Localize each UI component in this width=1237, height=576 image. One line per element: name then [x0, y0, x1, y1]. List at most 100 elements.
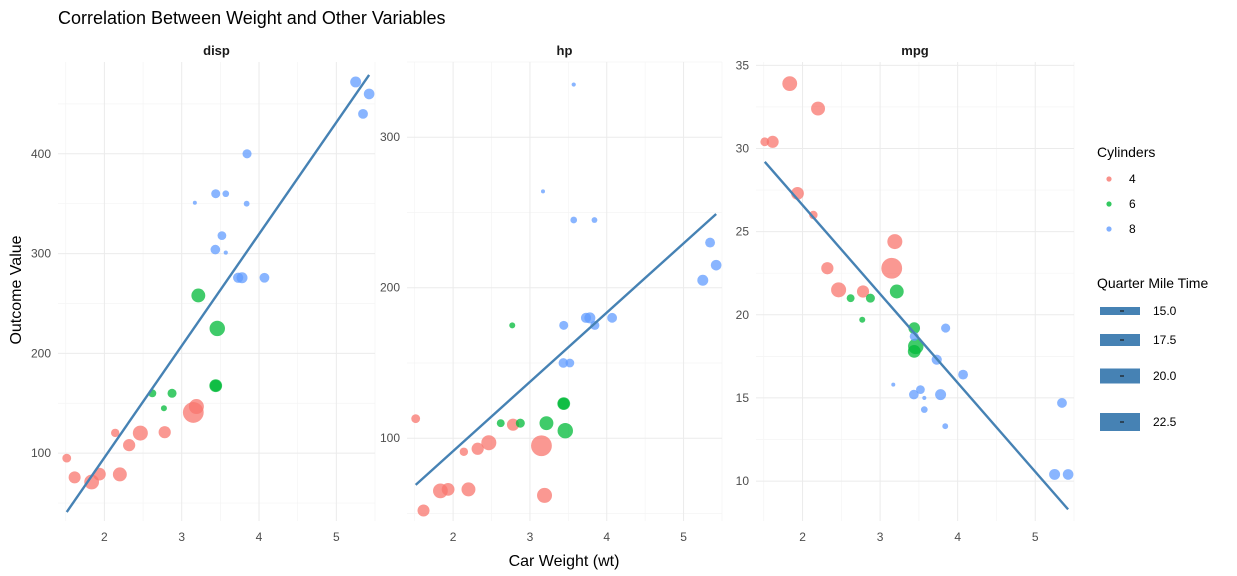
data-point	[461, 482, 476, 497]
y-tick-label: 200	[380, 281, 400, 295]
y-tick-label: 100	[380, 431, 400, 445]
data-point	[459, 447, 469, 456]
data-point	[537, 487, 553, 503]
facet-strip-label: disp	[203, 43, 230, 58]
data-point	[539, 416, 554, 431]
data-point	[191, 288, 206, 303]
y-tick-label: 300	[31, 247, 51, 261]
x-tick-label: 2	[799, 530, 806, 544]
data-point	[217, 231, 227, 240]
facet-panel-mpg: 2 3 4 5 10 15 20 25 30 35 mpg	[736, 43, 1075, 544]
data-point	[471, 442, 484, 455]
data-point	[192, 200, 197, 205]
data-point	[112, 467, 127, 482]
x-tick-label: 2	[101, 530, 108, 544]
data-point	[865, 293, 875, 303]
x-tick-label: 5	[680, 530, 687, 544]
y-tick-label: 400	[31, 147, 51, 161]
data-point	[1062, 469, 1074, 480]
data-point	[167, 388, 177, 398]
data-point	[558, 358, 569, 368]
x-tick-label: 3	[527, 530, 534, 544]
data-point	[887, 234, 903, 250]
x-tick-label: 4	[954, 530, 961, 544]
data-point	[1049, 468, 1061, 480]
data-point	[68, 471, 81, 484]
facet-strip-label: mpg	[901, 43, 929, 58]
data-point	[705, 237, 716, 248]
trend-line	[65, 74, 371, 513]
legend-key-cyl-6	[1106, 201, 1112, 207]
y-tick-label: 20	[736, 308, 750, 322]
data-point	[363, 88, 375, 100]
data-point	[158, 426, 171, 439]
legend: Cylinders 4 6 8 Quarter Mile Time 15.0 17.5…	[1097, 144, 1208, 431]
data-point	[941, 323, 951, 333]
trend-line	[414, 213, 717, 486]
data-point	[565, 358, 575, 368]
facet-panels: 2 3 4 5 100 200 300 400 disp 2 3 4 5 100 200 300 hp 2 3 4 5 1…	[31, 43, 1075, 544]
x-tick-label: 5	[1032, 530, 1039, 544]
grid-lines	[756, 62, 1075, 521]
size-legend-label: 17.5	[1153, 333, 1177, 347]
data-point	[782, 76, 798, 92]
legend-key-cyl-4	[1106, 176, 1112, 182]
facet-strip-label: hp	[557, 43, 573, 58]
data-point	[889, 284, 904, 299]
data-point	[209, 379, 222, 392]
y-axis-title: Outcome Value	[8, 235, 25, 344]
data-point	[531, 435, 552, 457]
data-point	[821, 262, 834, 275]
size-legend-items: 15.0 17.5 20.0 22.5	[1100, 304, 1177, 431]
trend-line	[763, 160, 1070, 511]
data-point	[242, 149, 252, 159]
data-point	[697, 274, 709, 286]
data-point	[942, 423, 949, 430]
legend-label-cyl-8: 8	[1129, 222, 1136, 236]
color-legend-items: 4 6 8	[1106, 172, 1136, 236]
data-point	[481, 435, 497, 451]
y-tick-label: 30	[736, 141, 750, 155]
size-legend-title: Quarter Mile Time	[1097, 275, 1208, 291]
legend-label-cyl-4: 4	[1129, 172, 1136, 186]
data-point	[417, 504, 430, 517]
data-point	[210, 244, 221, 255]
data-point	[259, 272, 270, 283]
data-point	[859, 316, 866, 323]
data-point	[496, 419, 505, 428]
data-point	[515, 418, 525, 428]
x-tick-label: 4	[603, 530, 610, 544]
data-point	[570, 216, 578, 224]
facet-panel-hp: 2 3 4 5 100 200 300 hp	[380, 43, 723, 544]
color-legend-title: Cylinders	[1097, 144, 1155, 160]
facet-panel-disp: 2 3 4 5 100 200 300 400 disp	[31, 43, 376, 544]
chart-title: Correlation Between Weight and Other Var…	[58, 8, 446, 28]
y-tick-label: 100	[31, 446, 51, 460]
data-point	[891, 382, 896, 387]
grid-lines	[58, 62, 376, 521]
data-point	[760, 137, 770, 147]
data-point	[920, 406, 928, 413]
data-point	[243, 200, 250, 207]
data-point	[350, 76, 362, 88]
x-tick-label: 3	[178, 530, 185, 544]
data-point	[916, 385, 925, 394]
data-point	[223, 250, 228, 255]
data-point	[557, 422, 573, 439]
data-point	[233, 272, 244, 283]
x-tick-label: 5	[333, 530, 340, 544]
y-tick-label: 35	[736, 58, 750, 72]
data-point	[509, 322, 516, 329]
data-point	[358, 108, 368, 119]
data-point	[111, 428, 120, 438]
size-legend-label: 22.5	[1153, 415, 1177, 429]
x-tick-label: 4	[256, 530, 263, 544]
size-legend-label: 15.0	[1153, 304, 1177, 318]
data-point	[188, 399, 204, 415]
data-point	[411, 414, 421, 424]
data-point	[132, 425, 148, 441]
data-point	[958, 369, 968, 380]
x-tick-label: 2	[450, 530, 457, 544]
x-tick-label: 3	[877, 530, 884, 544]
data-point	[209, 320, 225, 337]
